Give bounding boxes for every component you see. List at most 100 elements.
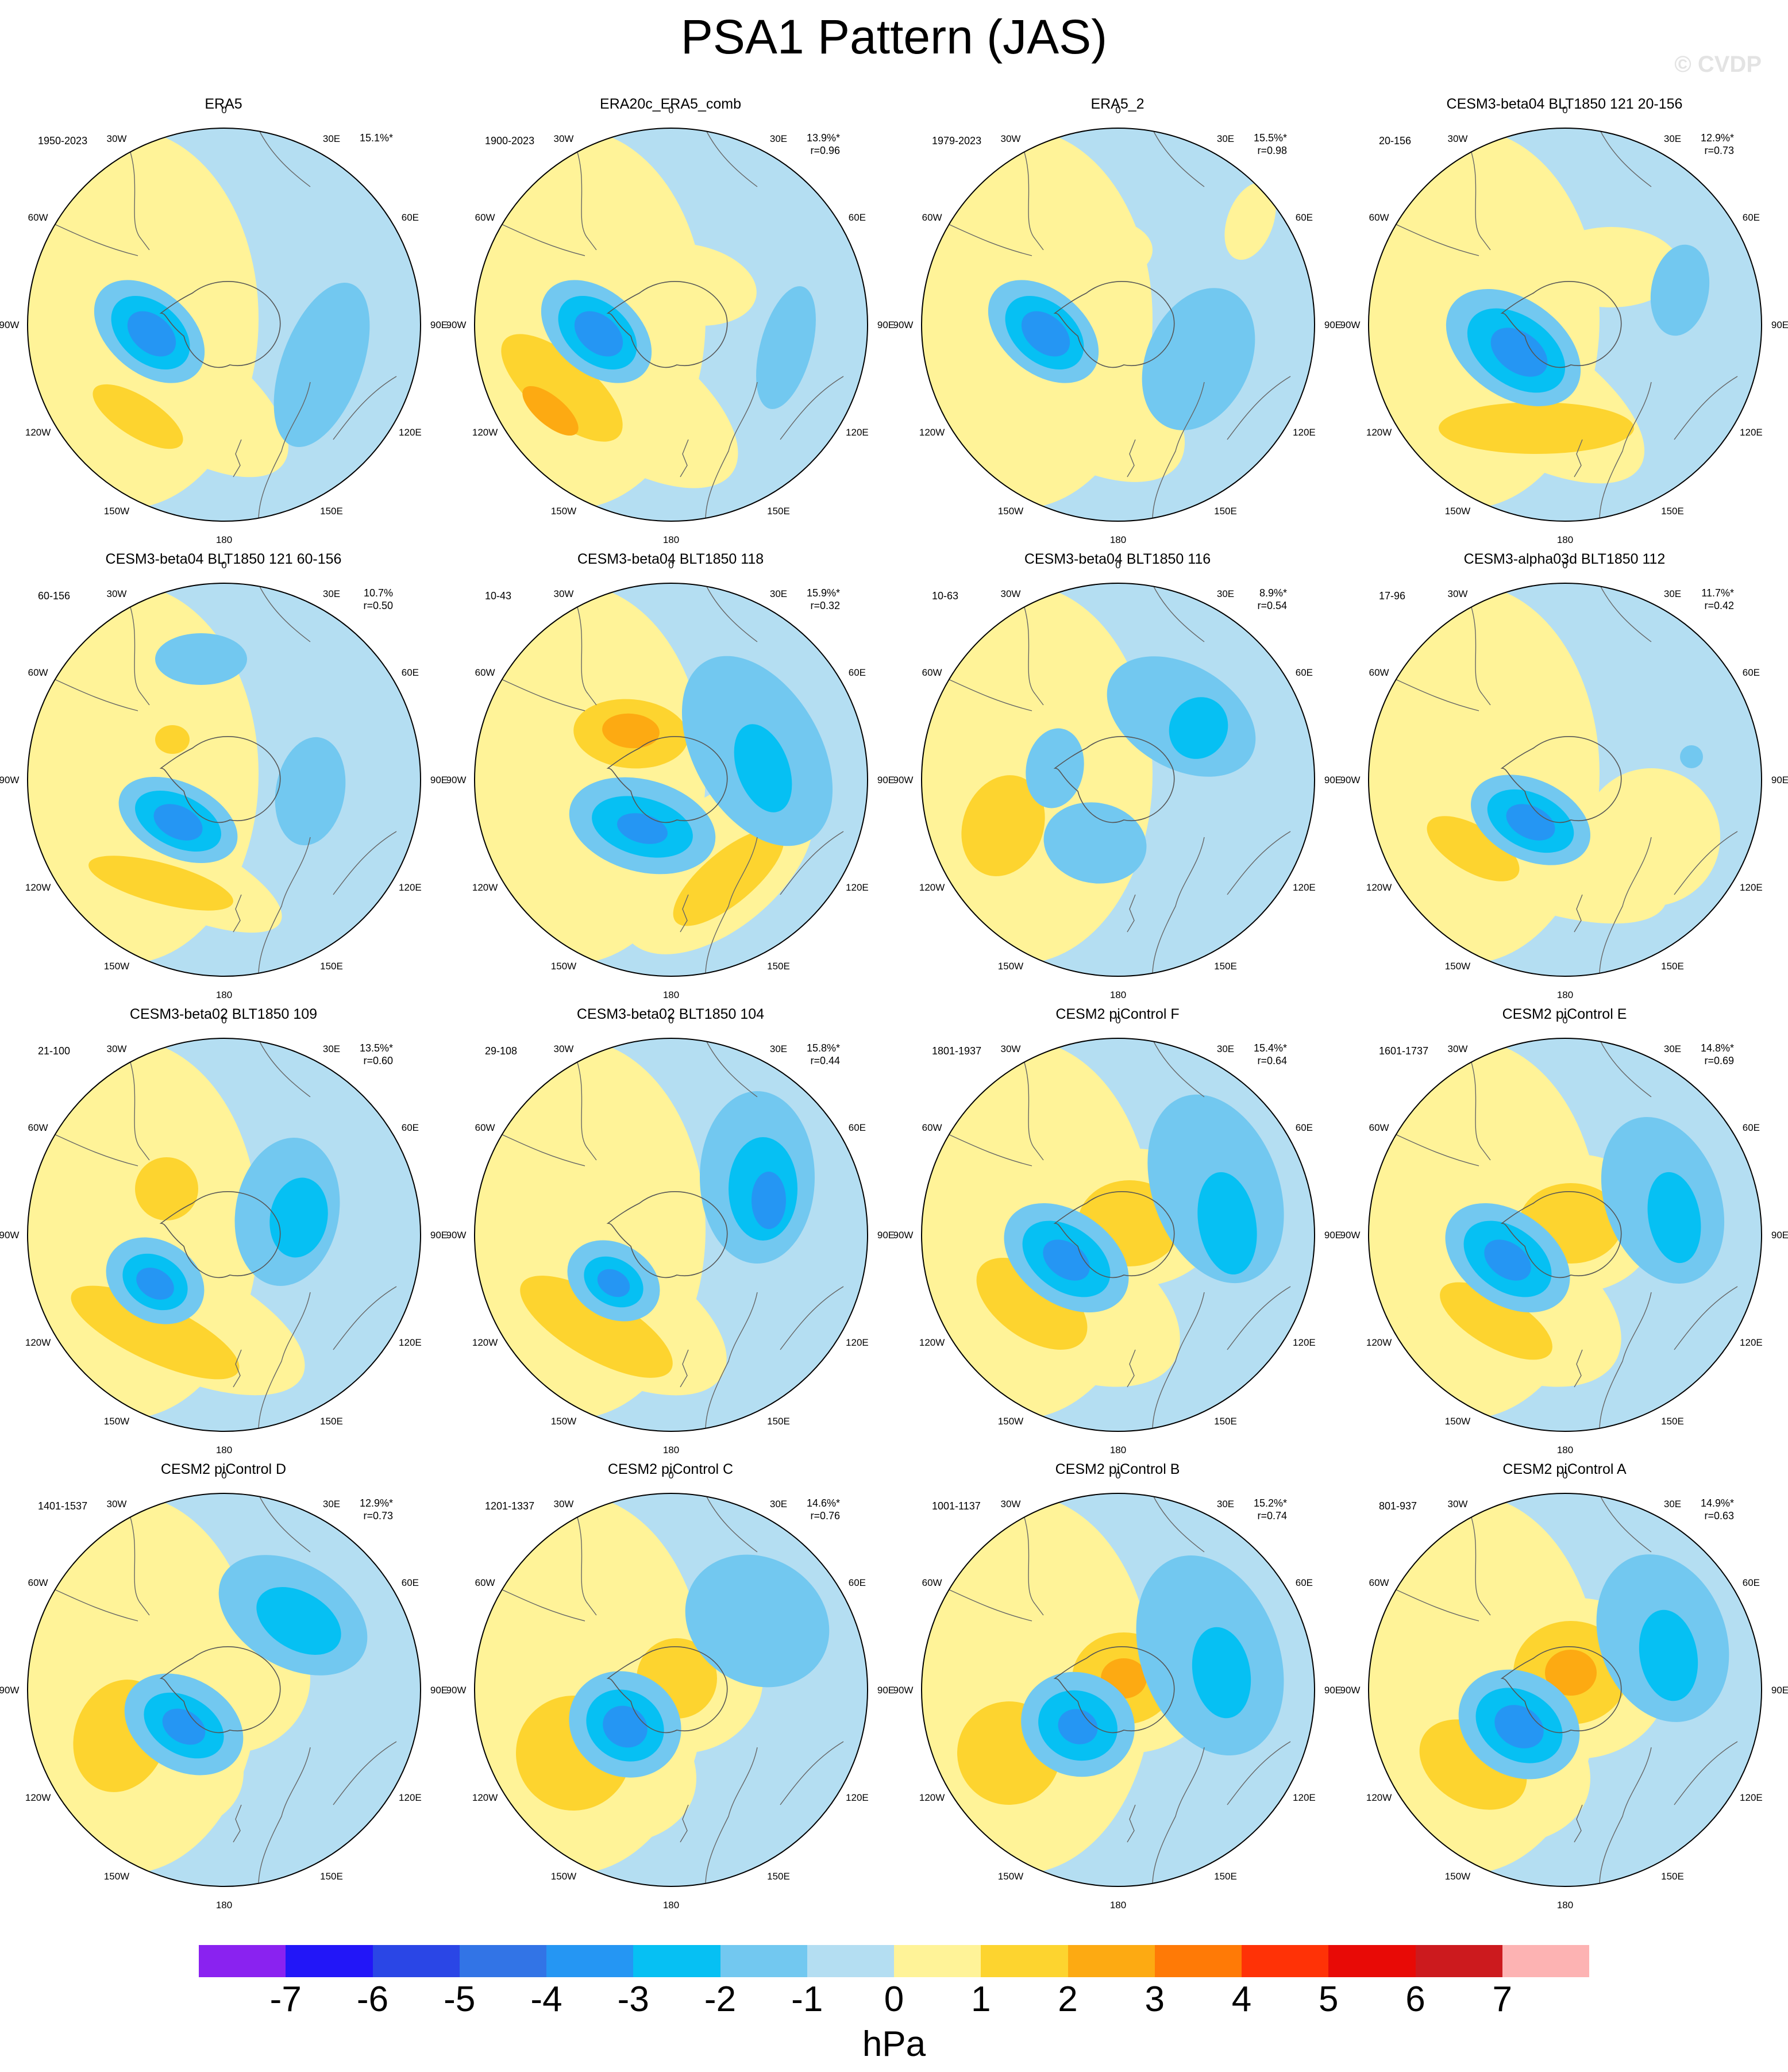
coastline: [1599, 1292, 1652, 1431]
longitude-label: 30E: [1217, 1043, 1234, 1054]
longitude-label: 150E: [320, 1871, 343, 1882]
longitude-label: 150W: [1445, 1416, 1470, 1427]
coastline: [258, 1494, 311, 1553]
coastline: [780, 831, 844, 895]
longitude-label: 150W: [998, 1416, 1023, 1427]
longitude-label: 30E: [770, 133, 787, 144]
polar-map: 0 30E 60E 90E 120E 150E 180 150W 120W 90W 60W 30W: [447, 1470, 894, 1911]
colorbar-box: [981, 1945, 1068, 1977]
longitude-label: 120W: [1366, 427, 1392, 438]
map-panel: 0 30E 60E 90E 120E 150E 180 150W 120W 90W 60W 30W CE…: [1341, 1005, 1788, 1460]
map-panel: 0 30E 60E 90E 120E 150E 180 150W 120W 90W 60W 30W CE…: [0, 1005, 447, 1460]
variance-explained: 10.7%: [363, 587, 393, 599]
longitude-label: 90W: [447, 775, 466, 785]
antarctica-coastline: [606, 736, 728, 823]
coastline: [258, 1039, 311, 1097]
pattern-correlation: r=0.63: [1704, 1510, 1734, 1522]
coastline: [1574, 1349, 1583, 1388]
coastline: [333, 831, 397, 895]
longitude-label: 0: [668, 105, 673, 115]
longitude-label: 30E: [1664, 1043, 1681, 1054]
variance-explained: 14.6%*: [806, 1497, 840, 1509]
colorbar-tick-label: 3: [1145, 1979, 1165, 2019]
longitude-label: 30W: [1001, 133, 1021, 144]
longitude-label: 180: [663, 1900, 679, 1911]
anomaly-region: [1049, 218, 1153, 282]
coastline: [1674, 1741, 1738, 1805]
antarctica-coastline: [1053, 1191, 1175, 1278]
anomaly-region: [162, 1708, 206, 1745]
coastline: [680, 439, 689, 477]
coastline: [1574, 439, 1583, 477]
map-border: [921, 1038, 1315, 1432]
antarctica-coastline: [1500, 736, 1622, 823]
antarctica-coastline: [159, 736, 281, 823]
panel-variance: 11.7%* r=0.42: [1701, 587, 1734, 612]
panel-variance: 14.9%* r=0.63: [1701, 1497, 1734, 1522]
longitude-label: 60E: [402, 1122, 419, 1133]
longitude-label: 60W: [475, 667, 495, 678]
longitude-label: 150W: [104, 1416, 129, 1427]
variance-explained: 15.1%*: [359, 132, 393, 144]
anomaly-region: [273, 283, 370, 447]
panel-title: CESM3-beta04 BLT1850 116: [1024, 551, 1211, 567]
coastline: [126, 1505, 150, 1616]
coastline: [1152, 1292, 1205, 1431]
longitude-label: 120E: [1293, 427, 1316, 438]
longitude-label: 0: [668, 560, 673, 571]
longitude-label: 150E: [1661, 506, 1684, 517]
longitude-label: 30E: [1217, 133, 1234, 144]
anomaly-region: [520, 1276, 673, 1378]
colorbar-tick-label: 2: [1058, 1979, 1078, 2019]
longitude-label: 120W: [1366, 1337, 1392, 1348]
colorbar-box: [1502, 1945, 1589, 1977]
longitude-label: 120W: [919, 882, 945, 893]
panel-title: ERA5: [205, 96, 242, 112]
coastline: [680, 894, 689, 933]
anomaly-region: [269, 1177, 328, 1258]
colorbar-box: [1328, 1945, 1416, 1977]
longitude-label: 150E: [320, 1416, 343, 1427]
colorbar-tick-label: 0: [884, 1979, 904, 2019]
longitude-label: 60W: [1369, 667, 1389, 678]
colorbar-box: [894, 1945, 981, 1977]
coastline: [705, 382, 758, 521]
polar-map: 0 30E 60E 90E 120E 150E 180 150W 120W 90W 60W 30W: [0, 560, 447, 1000]
longitude-label: 180: [216, 534, 232, 545]
longitude-label: 180: [663, 1445, 679, 1455]
anomaly-region: [522, 386, 579, 436]
coastline: [1127, 439, 1136, 477]
longitude-label: 90W: [0, 775, 19, 785]
longitude-label: 150E: [320, 961, 343, 972]
map-border: [1368, 1038, 1762, 1432]
longitude-label: 0: [1562, 1470, 1567, 1481]
longitude-label: 150E: [767, 1416, 790, 1427]
coastline: [1127, 1349, 1136, 1388]
longitude-label: 120W: [472, 1792, 498, 1803]
longitude-label: 0: [1562, 560, 1567, 571]
coastline: [680, 1804, 689, 1843]
longitude-label: 90E: [430, 319, 447, 330]
pattern-correlation: r=0.42: [1704, 600, 1734, 611]
coastline: [233, 439, 242, 477]
colorbar-box: [286, 1945, 373, 1977]
anomaly-region: [71, 1285, 240, 1380]
longitude-label: 180: [216, 1900, 232, 1911]
longitude-label: 60W: [475, 1577, 495, 1588]
longitude-label: 30E: [770, 1043, 787, 1054]
longitude-label: 60E: [402, 212, 419, 223]
longitude-label: 150E: [1661, 961, 1684, 972]
longitude-label: 30W: [107, 1043, 127, 1054]
coastline: [1152, 1747, 1205, 1886]
panel-title: CESM2 piControl F: [1055, 1006, 1180, 1022]
longitude-label: 0: [1115, 1470, 1120, 1481]
panel-title: CESM2 piControl D: [160, 1461, 287, 1477]
longitude-label: 90E: [1324, 1685, 1341, 1696]
longitude-label: 30E: [1664, 133, 1681, 144]
colorbar-box: [1068, 1945, 1155, 1977]
coastline: [1599, 382, 1652, 521]
panel-title: CESM3-beta04 BLT1850 121 20-156: [1446, 96, 1683, 112]
variance-explained: 14.9%*: [1700, 1497, 1734, 1509]
coastline: [705, 1747, 758, 1886]
longitude-label: 90W: [894, 1230, 913, 1241]
